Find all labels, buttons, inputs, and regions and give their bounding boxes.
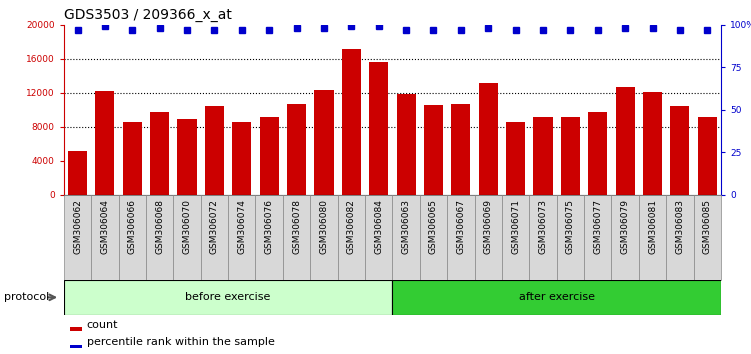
Text: GSM306068: GSM306068 — [155, 199, 164, 254]
Text: GSM306085: GSM306085 — [703, 199, 712, 254]
Bar — [529, 195, 556, 280]
Text: GSM306067: GSM306067 — [457, 199, 466, 254]
Text: GSM306073: GSM306073 — [538, 199, 547, 254]
Text: GSM306074: GSM306074 — [237, 199, 246, 254]
Bar — [173, 195, 201, 280]
Text: GSM306064: GSM306064 — [101, 199, 110, 254]
Bar — [64, 280, 392, 315]
Bar — [424, 105, 443, 195]
Bar — [71, 327, 83, 331]
Bar — [260, 118, 279, 195]
Text: GSM306076: GSM306076 — [264, 199, 273, 254]
Text: GSM306069: GSM306069 — [484, 199, 493, 254]
Text: after exercise: after exercise — [519, 292, 595, 302]
Text: GDS3503 / 209366_x_at: GDS3503 / 209366_x_at — [64, 8, 232, 22]
Text: GSM306078: GSM306078 — [292, 199, 301, 254]
Bar — [533, 118, 553, 195]
Bar — [91, 195, 119, 280]
Bar — [639, 195, 666, 280]
Text: GSM306066: GSM306066 — [128, 199, 137, 254]
Bar — [205, 106, 224, 195]
Bar — [643, 92, 662, 195]
Bar — [71, 345, 83, 348]
Bar — [369, 62, 388, 195]
Bar — [64, 195, 91, 280]
Text: before exercise: before exercise — [185, 292, 271, 302]
Text: GSM306072: GSM306072 — [210, 199, 219, 254]
Text: GSM306081: GSM306081 — [648, 199, 657, 254]
Bar — [310, 195, 338, 280]
Bar — [447, 195, 475, 280]
Bar — [671, 106, 689, 195]
Bar — [119, 195, 146, 280]
Bar — [338, 195, 365, 280]
Bar — [666, 195, 694, 280]
Bar — [506, 122, 525, 195]
Bar — [68, 150, 87, 195]
Bar — [502, 195, 529, 280]
Bar — [255, 195, 283, 280]
Bar — [392, 195, 420, 280]
Bar — [392, 280, 721, 315]
Bar — [342, 50, 361, 195]
Text: GSM306075: GSM306075 — [566, 199, 575, 254]
Bar — [478, 84, 498, 195]
Bar — [584, 195, 611, 280]
Text: GSM306084: GSM306084 — [374, 199, 383, 254]
Bar — [451, 104, 470, 195]
Text: GSM306062: GSM306062 — [73, 199, 82, 254]
Bar — [365, 195, 392, 280]
Bar — [177, 119, 197, 195]
Text: GSM306079: GSM306079 — [620, 199, 629, 254]
Text: GSM306082: GSM306082 — [347, 199, 356, 254]
Bar — [561, 118, 580, 195]
Bar — [146, 195, 173, 280]
Text: GSM306070: GSM306070 — [182, 199, 192, 254]
Bar — [420, 195, 447, 280]
Text: protocol: protocol — [4, 292, 49, 302]
Text: GSM306063: GSM306063 — [402, 199, 411, 254]
Bar — [694, 195, 721, 280]
Bar — [287, 104, 306, 195]
Bar — [556, 195, 584, 280]
Bar — [201, 195, 228, 280]
Bar — [232, 122, 252, 195]
Text: percentile rank within the sample: percentile rank within the sample — [87, 337, 275, 347]
Bar — [315, 90, 333, 195]
Text: GSM306080: GSM306080 — [319, 199, 328, 254]
Bar — [122, 122, 142, 195]
Text: GSM306083: GSM306083 — [675, 199, 684, 254]
Text: GSM306071: GSM306071 — [511, 199, 520, 254]
Bar — [588, 112, 608, 195]
Bar — [283, 195, 310, 280]
Bar — [397, 93, 415, 195]
Bar — [698, 116, 717, 195]
Text: GSM306077: GSM306077 — [593, 199, 602, 254]
Text: count: count — [87, 320, 119, 330]
Bar — [95, 91, 114, 195]
Bar — [475, 195, 502, 280]
Bar — [150, 112, 169, 195]
Bar — [611, 195, 639, 280]
Bar — [616, 87, 635, 195]
Bar — [228, 195, 255, 280]
Text: GSM306065: GSM306065 — [429, 199, 438, 254]
